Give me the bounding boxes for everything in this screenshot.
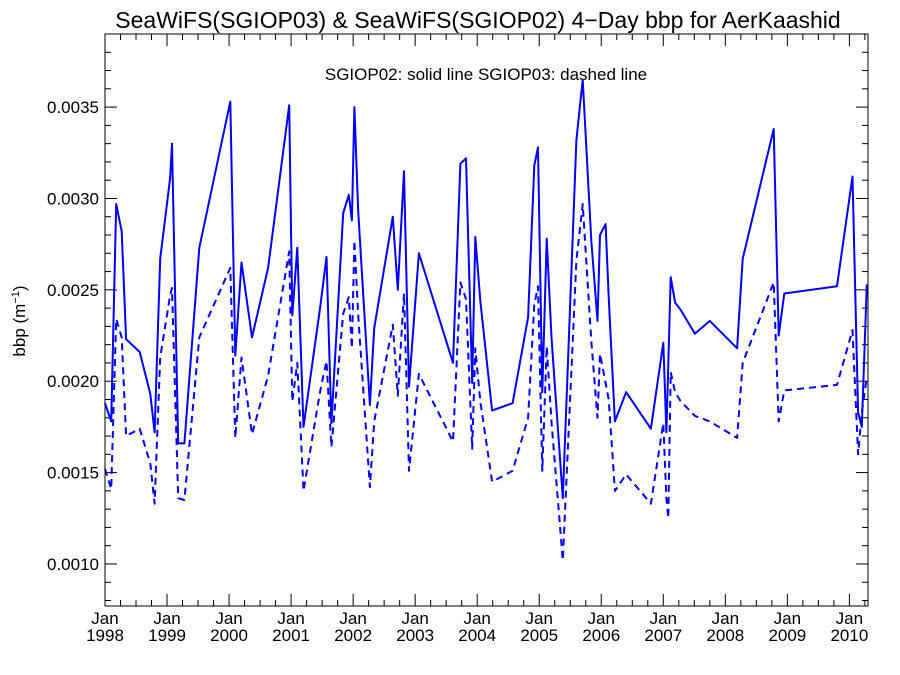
x-tick-label-month: Jan xyxy=(91,609,118,628)
x-tick-label-year: 2007 xyxy=(644,626,682,645)
series-layer xyxy=(104,78,868,562)
x-tick-label-year: 2001 xyxy=(272,626,310,645)
x-tick-label-month: Jan xyxy=(339,609,366,628)
x-tick-label-month: Jan xyxy=(526,609,553,628)
tick-labels: 0.00100.00150.00200.00250.00300.0035Jan1… xyxy=(47,98,868,645)
x-tick-label-month: Jan xyxy=(153,609,180,628)
y-axis-label-text: bbp (m xyxy=(10,304,29,357)
x-tick-label-month: Jan xyxy=(277,609,304,628)
x-tick-label-year: 2009 xyxy=(768,626,806,645)
x-tick-label-year: 2002 xyxy=(334,626,372,645)
y-axis-label-close: ) xyxy=(10,285,29,291)
series-line-sgiop02 xyxy=(104,78,868,500)
x-tick-label-month: Jan xyxy=(463,609,490,628)
y-axis-label-superscript: −1 xyxy=(10,291,22,304)
y-tick-label: 0.0020 xyxy=(47,372,99,391)
x-tick-label-month: Jan xyxy=(774,609,801,628)
y-tick-label: 0.0015 xyxy=(47,464,99,483)
y-tick-label: 0.0010 xyxy=(47,555,99,574)
x-tick-label-year: 1998 xyxy=(86,626,124,645)
x-tick-label-year: 2010 xyxy=(830,626,868,645)
x-tick-label-year: 2000 xyxy=(210,626,248,645)
y-axis-label: bbp (m−1) xyxy=(10,285,29,356)
x-tick-label-year: 1999 xyxy=(148,626,186,645)
x-tick-label-year: 2004 xyxy=(458,626,496,645)
x-tick-label-month: Jan xyxy=(401,609,428,628)
series-line-sgiop03 xyxy=(104,203,868,562)
axis-ticks xyxy=(104,34,868,606)
x-tick-label-year: 2008 xyxy=(706,626,744,645)
x-tick-label-month: Jan xyxy=(712,609,739,628)
plot-frame xyxy=(104,33,869,607)
chart-title: SeaWiFS(SGIOP03) & SeaWiFS(SGIOP02) 4−Da… xyxy=(115,7,840,33)
x-tick-label-year: 2006 xyxy=(582,626,620,645)
y-tick-label: 0.0025 xyxy=(47,281,99,300)
x-tick-label-month: Jan xyxy=(215,609,242,628)
x-tick-label-month: Jan xyxy=(588,609,615,628)
x-tick-label-year: 2003 xyxy=(396,626,434,645)
x-tick-label-month: Jan xyxy=(650,609,677,628)
y-tick-label: 0.0030 xyxy=(47,189,99,208)
x-tick-label-month: Jan xyxy=(836,609,863,628)
y-tick-label: 0.0035 xyxy=(47,98,99,117)
legend-annotation: SGIOP02: solid line SGIOP03: dashed line xyxy=(325,65,647,84)
x-tick-label-year: 2005 xyxy=(520,626,558,645)
